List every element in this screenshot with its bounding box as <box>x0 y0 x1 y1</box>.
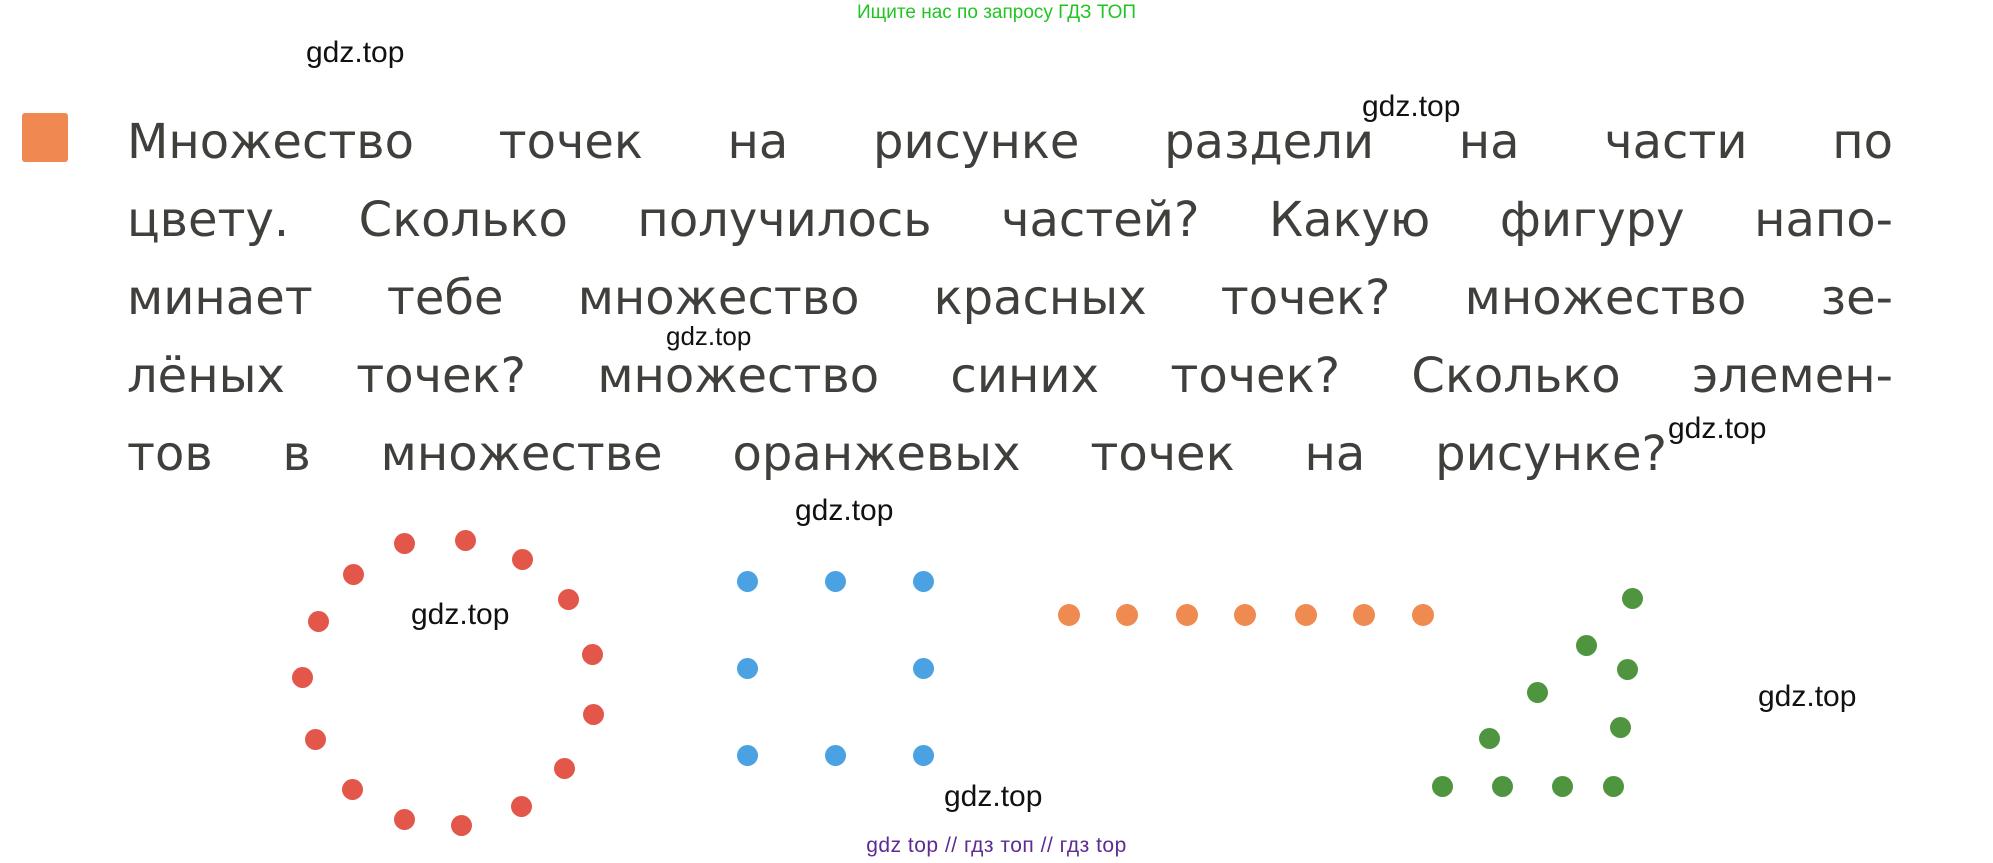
orange-row-dot <box>1234 604 1256 626</box>
red-circle-dot <box>341 778 363 800</box>
green-triangle-dot <box>1602 775 1624 797</box>
green-triangle-dot <box>1551 775 1573 797</box>
watermark-gdz-top-2: gdz.top <box>1362 90 1461 123</box>
red-circle-dot <box>582 703 604 725</box>
watermark-gdz-top-8: gdz.top <box>944 780 1043 813</box>
problem-line-3: минает тебе множество красных точек? мно… <box>127 270 1893 326</box>
watermark-gdz-top-7: gdz.top <box>1758 680 1857 713</box>
watermark-gdz-top-6: gdz.top <box>411 598 510 631</box>
orange-row-dot <box>1176 604 1198 626</box>
watermark-gdz-top-5: gdz.top <box>795 494 894 527</box>
watermark-gdz-top-4: gdz.top <box>1668 412 1767 445</box>
red-circle-dot <box>454 529 476 551</box>
watermark-gdz-top-3: gdz.top <box>666 321 752 351</box>
red-circle-dot <box>291 666 313 688</box>
red-circle-dot <box>511 548 533 570</box>
problem-line-5: тов в множестве оранжевых точек на рисун… <box>127 426 1667 482</box>
orange-row-dot <box>1058 604 1080 626</box>
red-circle-dot <box>557 588 579 610</box>
watermark-gdz-top-1: gdz.top <box>306 36 405 69</box>
orange-row-dot <box>1353 604 1375 626</box>
red-circle-dot <box>307 610 329 632</box>
blue-square-dot <box>736 657 758 679</box>
blue-square-dot <box>736 744 758 766</box>
green-triangle-dot <box>1621 587 1643 609</box>
blue-square-dot <box>912 657 934 679</box>
red-circle-dot <box>553 757 575 779</box>
red-circle-dot <box>393 532 415 554</box>
problem-line-1: Множество точек на рисунке раздели на ча… <box>127 114 1893 170</box>
green-triangle-dot <box>1616 658 1638 680</box>
green-triangle-dot <box>1526 681 1548 703</box>
red-circle-dot <box>510 795 532 817</box>
blue-square-dot <box>824 744 846 766</box>
red-circle-dot <box>304 728 326 750</box>
blue-square-dot <box>912 744 934 766</box>
orange-row-dot <box>1116 604 1138 626</box>
green-triangle-dot <box>1478 727 1500 749</box>
blue-square-dot <box>824 570 846 592</box>
orange-row-dot <box>1412 604 1434 626</box>
green-triangle-dot <box>1491 775 1513 797</box>
site-promo-text: Ищите нас по запросу ГДЗ ТОП <box>856 2 1137 23</box>
red-circle-dot <box>450 814 472 836</box>
red-circle-dot <box>581 643 603 665</box>
footer-seo-text: gdz top // гдз топ // гдз top <box>866 834 1127 857</box>
green-triangle-dot <box>1575 634 1597 656</box>
red-circle-dot <box>342 563 364 585</box>
task-bullet-marker <box>22 113 68 162</box>
blue-square-dot <box>912 570 934 592</box>
blue-square-dot <box>736 570 758 592</box>
problem-line-4: лёных точек? множество синих точек? Скол… <box>127 348 1893 404</box>
green-triangle-dot <box>1431 775 1453 797</box>
problem-line-2: цвету. Сколько получилось частей? Какую … <box>127 192 1893 248</box>
green-triangle-dot <box>1609 716 1631 738</box>
orange-row-dot <box>1295 604 1317 626</box>
red-circle-dot <box>393 808 415 830</box>
